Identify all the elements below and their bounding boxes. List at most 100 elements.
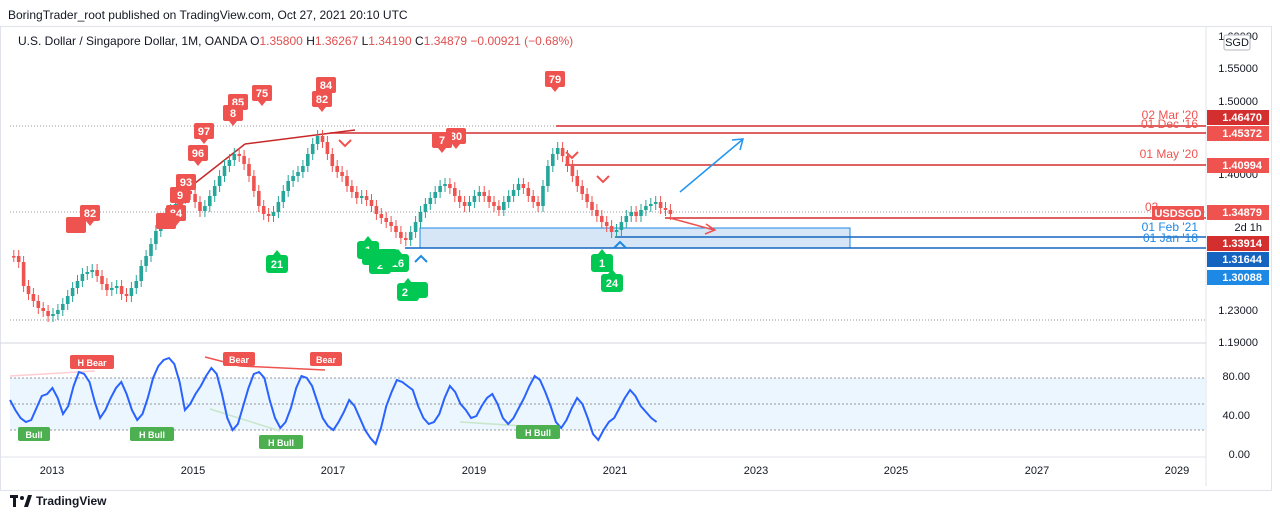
candle-body[interactable] [546,166,550,186]
candle-body[interactable] [95,270,99,276]
candle-body[interactable] [46,311,50,316]
candle-body[interactable] [389,222,393,226]
candle-body[interactable] [257,191,261,206]
candle-body[interactable] [203,206,207,211]
candle-body[interactable] [384,218,388,222]
candle-body[interactable] [438,186,442,192]
candle-body[interactable] [212,186,217,196]
candle-body[interactable] [296,172,300,176]
candle-body[interactable] [585,194,589,202]
candle-body[interactable] [457,196,462,202]
price-axis[interactable]: 1.600001.550001.500001.400001.230001.190… [1218,31,1258,349]
candle-body[interactable] [144,256,148,266]
candle-body[interactable] [90,270,94,272]
candle-body[interactable] [482,192,486,196]
candle-body[interactable] [350,186,354,192]
candle-body[interactable] [286,181,290,191]
candle-body[interactable] [369,200,374,206]
candle-body[interactable] [639,210,643,216]
candle-body[interactable] [340,172,344,176]
candle-body[interactable] [12,256,16,258]
candle-body[interactable] [502,202,506,210]
candle-body[interactable] [271,212,276,216]
demand-zone[interactable] [419,227,851,249]
candle-body[interactable] [21,262,26,286]
symbol-legend[interactable]: U.S. Dollar / Singapore Dollar, 1M, OAND… [18,34,573,48]
candle-body[interactable] [134,281,139,288]
candle-body[interactable] [404,238,408,240]
candle-body[interactable] [320,136,325,142]
candle-body[interactable] [100,276,104,284]
candle-body[interactable] [399,232,403,238]
candle-body[interactable] [649,204,653,206]
candle-body[interactable] [600,216,604,222]
candle-body[interactable] [193,194,197,202]
candle-body[interactable] [119,286,124,294]
candle-body[interactable] [653,202,658,204]
candle-body[interactable] [624,216,629,222]
candle-body[interactable] [526,188,531,196]
candle-body[interactable] [232,154,237,160]
candle-body[interactable] [16,256,21,262]
candle-body[interactable] [565,156,570,166]
candle-body[interactable] [227,160,232,166]
candle-body[interactable] [658,202,663,208]
candle-body[interactable] [506,196,511,202]
candle-body[interactable] [374,206,379,214]
currency-box[interactable] [1223,34,1251,51]
candle-body[interactable] [443,184,447,186]
trend-line[interactable] [244,129,356,145]
candle-body[interactable] [448,184,452,188]
candle-body[interactable] [61,304,65,310]
candle-body[interactable] [26,286,31,294]
candle-body[interactable] [325,142,330,154]
candle-body[interactable] [472,196,477,202]
candle-body[interactable] [462,202,467,206]
candle-body[interactable] [408,232,413,240]
candle-body[interactable] [124,294,129,296]
candle-body[interactable] [418,212,423,222]
candle-body[interactable] [644,206,648,210]
candle-body[interactable] [629,212,633,216]
candle-body[interactable] [276,202,281,212]
candle-body[interactable] [433,192,437,198]
candle-body[interactable] [379,214,384,218]
candle-body[interactable] [609,226,614,232]
candle-body[interactable] [36,301,41,308]
rsi-line[interactable] [9,356,658,446]
candle-body[interactable] [291,176,295,181]
candle-body[interactable] [580,186,584,194]
candle-body[interactable] [31,294,36,301]
candle-body[interactable] [51,314,55,316]
candle-body[interactable] [310,144,315,154]
candle-body[interactable] [355,192,359,198]
candle-body[interactable] [247,164,251,176]
candle-body[interactable] [413,222,418,232]
candle-body[interactable] [359,196,364,198]
candle-body[interactable] [208,196,212,206]
candle-body[interactable] [56,310,60,314]
candle-body[interactable] [306,154,310,166]
candle-body[interactable] [315,136,320,144]
candle-body[interactable] [281,191,286,202]
candle-body[interactable] [531,196,535,202]
projection-arrow[interactable] [679,139,743,193]
candle-body[interactable] [536,202,540,206]
candle-body[interactable] [453,188,457,196]
candle-body[interactable] [619,222,624,230]
candle-body[interactable] [335,166,339,172]
candle-body[interactable] [364,196,369,200]
candlestick-series[interactable] [12,130,673,322]
candle-body[interactable] [252,176,256,191]
candle-body[interactable] [80,274,85,281]
candle-body[interactable] [595,210,599,216]
candle-body[interactable] [266,214,271,216]
candle-body[interactable] [237,154,241,156]
candle-body[interactable] [467,202,472,206]
candle-body[interactable] [428,198,433,204]
candle-body[interactable] [114,286,119,288]
candle-body[interactable] [634,212,638,216]
candle-body[interactable] [110,288,114,290]
candle-body[interactable] [139,266,143,281]
candle-body[interactable] [330,154,335,166]
